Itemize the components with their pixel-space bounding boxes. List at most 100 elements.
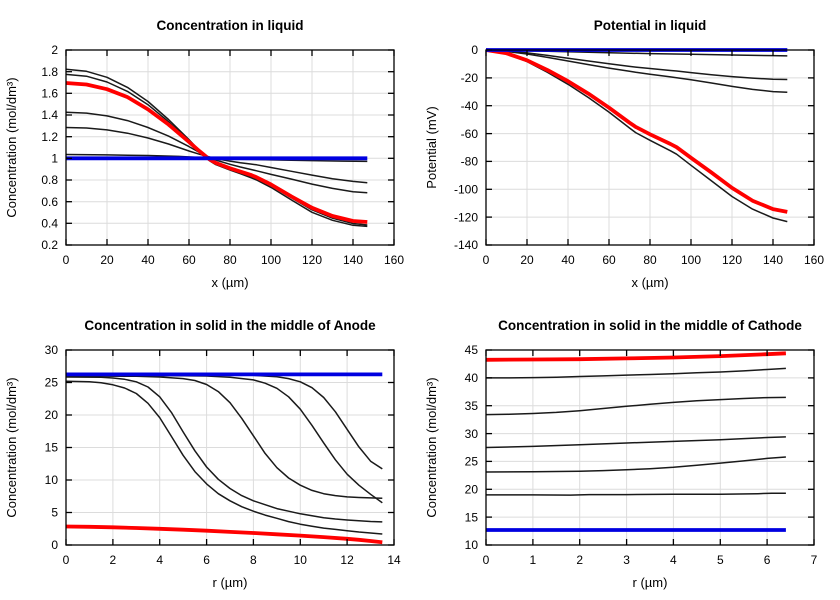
- series-t1: [65, 373, 383, 470]
- ytick-label: 1.6: [41, 87, 58, 101]
- ytick-label: 25: [465, 455, 479, 469]
- series-final: [65, 524, 383, 545]
- ytick-label: 0: [51, 538, 58, 552]
- series-t2: [485, 456, 786, 473]
- chart-concentration-solid-cathode: 0 1 2 3 4 5 6 7 10 15 20 25 30 35 40 45 Concentration in…: [420, 300, 840, 600]
- xtick-label: 0: [63, 553, 70, 567]
- ytick-label: -80: [461, 155, 479, 169]
- series-final: [485, 48, 788, 214]
- ytick-label: 1: [51, 152, 58, 166]
- x-axis-label: r (µm): [633, 575, 668, 590]
- y-axis-label: Concentration (mol/dm³): [4, 77, 19, 217]
- series-t5: [486, 367, 786, 379]
- series-t2: [65, 374, 383, 504]
- ytick-label: 35: [465, 399, 479, 413]
- ytick-label: 15: [45, 441, 59, 455]
- xtick-label: 3: [623, 553, 630, 567]
- plot-potential-liquid: 0 20 40 60 80 100 120 140 160 -140 -120 -100 -80 -60 -…: [424, 18, 824, 290]
- axes-box: [485, 349, 815, 546]
- xtick-label: 2: [576, 553, 583, 567]
- xtick-label: 160: [384, 253, 404, 267]
- x-axis-label: x (µm): [631, 275, 668, 290]
- xtick-label: 6: [764, 553, 771, 567]
- xtick-label: 40: [561, 253, 575, 267]
- ytick-label: 1.2: [41, 130, 58, 144]
- xtick-label: 120: [302, 253, 322, 267]
- xtick-label: 14: [387, 553, 401, 567]
- xtick-label: 1: [530, 553, 537, 567]
- xtick-label: 2: [110, 553, 117, 567]
- xtick-label: 100: [681, 253, 701, 267]
- series-t3: [65, 375, 383, 499]
- series-t1: [486, 492, 786, 496]
- y-axis-label: Concentration (mol/dm³): [424, 377, 439, 517]
- ytick-label: -20: [461, 71, 479, 85]
- series-final: [485, 351, 786, 362]
- ytick-label: 0.6: [41, 195, 58, 209]
- x-axis-label: x (µm): [211, 275, 248, 290]
- series-t4: [65, 376, 383, 523]
- ytick-label: 1.4: [41, 108, 58, 122]
- y-axis-label: Concentration (mol/dm³): [4, 377, 19, 517]
- xtick-label: 20: [100, 253, 114, 267]
- xtick-label: 120: [722, 253, 742, 267]
- chart-title: Potential in liquid: [594, 18, 707, 33]
- xtick-label: 10: [294, 553, 308, 567]
- chart-title: Concentration in solid in the middle of …: [498, 318, 802, 333]
- xtick-label: 60: [602, 253, 616, 267]
- plot-concentration-liquid: 0 20 40 60 80 100 120 140 160 0.2 0.4 0.6 0.8 1 1.2 1.4…: [4, 18, 404, 290]
- xtick-label: 7: [811, 553, 818, 567]
- ytick-label: 30: [45, 343, 59, 357]
- x-axis-label: r (µm): [213, 575, 248, 590]
- ytick-label: 0: [471, 43, 478, 57]
- xtick-label: 20: [520, 253, 534, 267]
- ytick-label: -140: [454, 238, 478, 252]
- series-t2: [485, 49, 788, 81]
- plot-concentration-solid-anode: 0 2 4 6 8 10 12 14 0 5 10 15 20 25 30 Concentration in …: [4, 318, 401, 590]
- ytick-label: -60: [461, 127, 479, 141]
- series-t4: [65, 73, 368, 226]
- xtick-label: 140: [763, 253, 783, 267]
- ytick-label: 1.8: [41, 65, 58, 79]
- series-t4: [485, 396, 786, 416]
- xtick-label: 5: [717, 553, 724, 567]
- xtick-label: 0: [483, 553, 490, 567]
- xtick-label: 4: [156, 553, 163, 567]
- xtick-label: 0: [63, 253, 70, 267]
- xtick-label: 4: [670, 553, 677, 567]
- chart-concentration-solid-anode: 0 2 4 6 8 10 12 14 0 5 10 15 20 25 30 Concentration in …: [0, 300, 420, 600]
- ytick-label: 45: [465, 343, 479, 357]
- ytick-label: 2: [51, 43, 58, 57]
- xtick-label: 0: [483, 253, 490, 267]
- xtick-label: 60: [182, 253, 196, 267]
- ytick-label: 25: [45, 376, 59, 390]
- series-t3: [65, 111, 368, 194]
- ytick-label: 10: [465, 538, 479, 552]
- ytick-label: 20: [45, 408, 59, 422]
- chart-potential-liquid: 0 20 40 60 80 100 120 140 160 -140 -120 -100 -80 -60 -…: [420, 0, 840, 300]
- ytick-label: 0.8: [41, 173, 58, 187]
- series-final: [65, 81, 368, 224]
- chart-concentration-liquid: 0 20 40 60 80 100 120 140 160 0.2 0.4 0.6 0.8 1 1.2 1.4…: [0, 0, 420, 300]
- ytick-label: 10: [45, 473, 59, 487]
- chart-title: Concentration in liquid: [157, 18, 304, 33]
- xtick-label: 12: [340, 553, 354, 567]
- xtick-label: 40: [141, 253, 155, 267]
- ytick-label: -120: [454, 210, 478, 224]
- xtick-label: 6: [203, 553, 210, 567]
- xtick-label: 100: [261, 253, 281, 267]
- ytick-label: 15: [465, 510, 479, 524]
- ytick-label: -40: [461, 99, 479, 113]
- series-t3: [485, 436, 786, 449]
- ytick-label: 40: [465, 371, 479, 385]
- series-t5: [65, 380, 383, 535]
- xtick-label: 160: [804, 253, 824, 267]
- ytick-label: 0.4: [41, 217, 58, 231]
- chart-title: Concentration in solid in the middle of …: [84, 318, 376, 333]
- y-axis-label: Potential (mV): [424, 106, 439, 188]
- xtick-label: 140: [343, 253, 363, 267]
- ytick-label: 30: [465, 427, 479, 441]
- ytick-label: 5: [51, 506, 58, 520]
- xtick-label: 8: [250, 553, 257, 567]
